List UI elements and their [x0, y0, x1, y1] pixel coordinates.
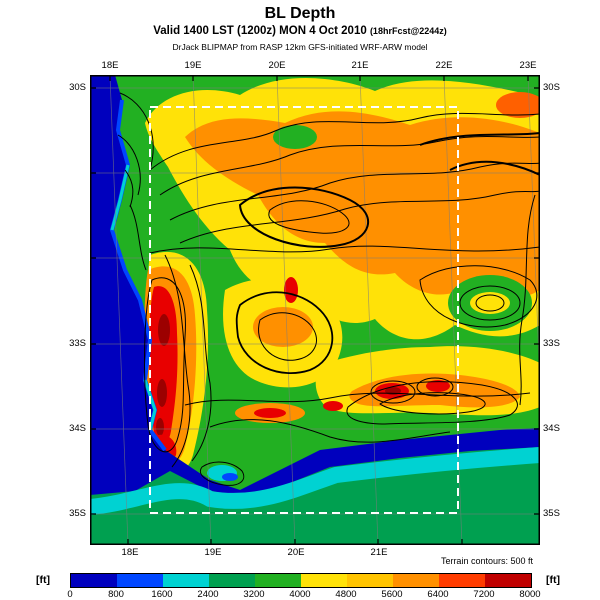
- colorbar-segment: [301, 574, 347, 587]
- valid-time-line: Valid 1400 LST (1200z) MON 4 Oct 2010 (1…: [0, 25, 600, 37]
- colorbar-tick-label: 8000: [519, 589, 541, 600]
- lat-label-right: 30S: [543, 82, 560, 93]
- colorbar-tick-label: 6400: [427, 589, 449, 600]
- lon-label-top: 21E: [351, 60, 369, 71]
- colorbar-segment: [255, 574, 301, 587]
- lon-label-top: 22E: [435, 60, 453, 71]
- forecast-note: (18hrFcst@2244z): [369, 26, 447, 36]
- colorbar-tick-label: 7200: [473, 589, 495, 600]
- colorbar-tick-label: 4800: [335, 589, 357, 600]
- colorbar-segment: [347, 574, 393, 587]
- colorbar-tick-label: 800: [108, 589, 124, 600]
- lat-label-left: 30S: [69, 82, 86, 93]
- colorbar-segment: [117, 574, 163, 587]
- colorbar-tick-label: 1600: [151, 589, 173, 600]
- map-frame: [90, 75, 540, 545]
- lon-label-bottom: 19E: [204, 547, 222, 558]
- colorbar-tick-label: 4000: [289, 589, 311, 600]
- colorbar-tick-label: 0: [67, 589, 73, 600]
- colorbar: [70, 573, 532, 588]
- bl-depth-map: [90, 75, 540, 545]
- lat-label-left: 34S: [69, 423, 86, 434]
- colorbar-segment: [485, 574, 531, 587]
- lon-label-top: 18E: [101, 60, 119, 71]
- lat-label-right: 34S: [543, 423, 560, 434]
- lat-label-left: 33S: [69, 338, 86, 349]
- domain-boundary-box: [149, 106, 459, 514]
- colorbar-segment: [439, 574, 485, 587]
- colorbar-units-left: [ft]: [36, 574, 50, 586]
- terrain-contour-lines: [117, 92, 540, 486]
- lon-label-bottom: 18E: [121, 547, 139, 558]
- colorbar-tick-label: 2400: [197, 589, 219, 600]
- colorbar-segment: [71, 574, 117, 587]
- lon-label-bottom: 20E: [287, 547, 305, 558]
- lat-label-right: 35S: [543, 508, 560, 519]
- lon-label-top: 23E: [519, 60, 537, 71]
- colorbar-tick-label: 5600: [381, 589, 403, 600]
- valid-time-text: Valid 1400 LST (1200z) MON 4 Oct 2010: [153, 25, 370, 37]
- model-credit-line: DrJack BLIPMAP from RASP 12km GFS-initia…: [172, 42, 428, 52]
- colorbar-segment: [163, 574, 209, 587]
- axis-ticks: [90, 75, 540, 545]
- map-border: [90, 75, 540, 545]
- lon-label-bottom: 21E: [370, 547, 388, 558]
- lon-label-top: 19E: [184, 60, 202, 71]
- colorbar-segment: [393, 574, 439, 587]
- lon-label-top: 20E: [268, 60, 286, 71]
- lat-label-right: 33S: [543, 338, 560, 349]
- terrain-contours-note: Terrain contours: 500 ft: [440, 556, 533, 566]
- page-title: BL Depth: [264, 5, 336, 22]
- lat-label-left: 35S: [69, 508, 86, 519]
- colorbar-segment: [209, 574, 255, 587]
- ocean-layer: [90, 75, 540, 545]
- colorbar-units-right: [ft]: [546, 574, 560, 586]
- colorbar-tick-label: 3200: [243, 589, 265, 600]
